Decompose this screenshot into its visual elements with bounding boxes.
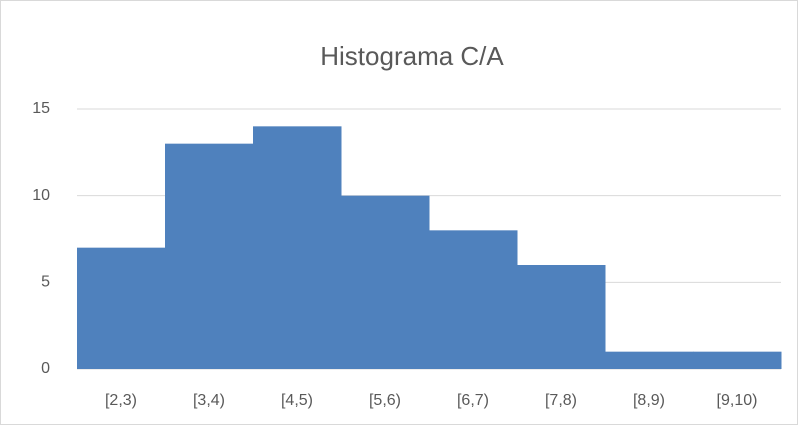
x-tick-label: [6,7): [457, 392, 489, 409]
x-tick-label: [9,10): [717, 392, 758, 409]
chart-title: Histograma C/A: [320, 41, 504, 71]
bar: [693, 351, 782, 369]
x-tick-label: [7,8): [545, 392, 577, 409]
bar: [517, 265, 606, 369]
bar: [341, 195, 430, 369]
bar: [165, 143, 254, 369]
y-tick-label: 15: [32, 100, 50, 117]
x-tick-label: [2,3): [105, 392, 137, 409]
y-tick-label: 10: [32, 187, 50, 204]
bar: [253, 126, 342, 369]
bar: [605, 351, 694, 369]
bar: [77, 247, 166, 369]
bar: [429, 230, 518, 369]
x-tick-label: [3,4): [193, 392, 225, 409]
y-tick-label: 0: [41, 360, 50, 377]
y-tick-label: 5: [41, 274, 50, 291]
x-tick-label: [5,6): [369, 392, 401, 409]
x-tick-label: [4,5): [281, 392, 313, 409]
x-tick-label: [8,9): [633, 392, 665, 409]
